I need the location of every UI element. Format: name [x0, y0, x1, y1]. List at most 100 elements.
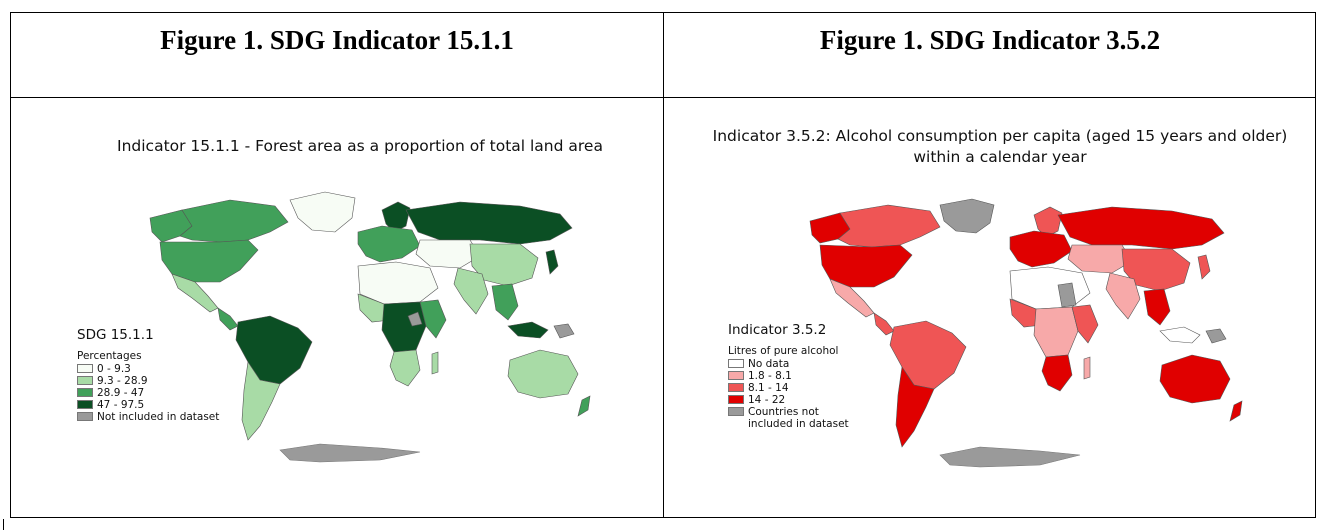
left-legend-item: 47 - 97.5 [77, 399, 219, 411]
left-map-title: Indicator 15.1.1 - Forest area as a prop… [117, 137, 603, 155]
right-legend-subtitle: Litres of pure alcohol [728, 345, 839, 357]
central-africa [381, 301, 427, 353]
south-america-south [241, 361, 281, 441]
right-legend-item: 1.8 - 8.1 [728, 370, 849, 382]
scandinavia [381, 201, 411, 233]
legend-label: 0 - 9.3 [97, 363, 131, 375]
legend-swatch [728, 359, 744, 368]
left-legend-item: 0 - 9.3 [77, 363, 219, 375]
west-africa [357, 293, 391, 323]
mexico [829, 278, 875, 318]
north-africa [1009, 266, 1091, 310]
legend-label: Not included in dataset [97, 411, 220, 423]
left-legend-title: SDG 15.1.1 [77, 327, 154, 343]
figure-table: Figure 1. SDG Indicator 15.1.1 Figure 1.… [10, 12, 1316, 518]
right-map-title-line1: Indicator 3.5.2: Alcohol consumption per… [712, 127, 1288, 145]
southeast-asia [1143, 288, 1171, 326]
column-divider [663, 13, 664, 517]
russia [1057, 206, 1225, 250]
right-legend: Indicator 3.5.2 Litres of pure alcohol N… [728, 322, 849, 430]
legend-swatch [77, 364, 93, 373]
right-legend-title: Indicator 3.5.2 [728, 322, 827, 338]
right-map-title: Indicator 3.5.2: Alcohol consumption per… [700, 126, 1300, 168]
left-legend-item: 9.3 - 28.9 [77, 375, 219, 387]
europe [357, 225, 421, 263]
south-america-north [889, 320, 967, 390]
left-legend-item: Not included in dataset [77, 411, 219, 423]
new-zealand [1229, 400, 1243, 422]
gray-patch-africa [1057, 282, 1077, 308]
central-africa [1033, 306, 1079, 358]
left-legend-subtitle: Percentages [77, 350, 142, 362]
china [469, 243, 539, 287]
legend-swatch [77, 388, 93, 397]
southern-africa [389, 349, 421, 387]
legend-swatch [728, 383, 744, 392]
west-africa [1009, 298, 1043, 328]
left-legend: SDG 15.1.1 Percentages 0 - 9.3 9.3 - 28.… [77, 327, 219, 423]
right-map-title-line2: within a calendar year [913, 148, 1087, 166]
legend-label: 14 - 22 [748, 394, 786, 406]
legend-swatch [728, 407, 744, 416]
central-asia [1067, 244, 1133, 274]
indonesia [1159, 326, 1201, 344]
right-world-map [809, 198, 1243, 468]
legend-label: 1.8 - 8.1 [748, 370, 792, 382]
east-africa [1071, 304, 1099, 344]
right-legend-item: Countries not included in dataset [728, 406, 849, 430]
legend-swatch [77, 412, 93, 421]
antarctica [279, 443, 421, 463]
legend-label: No data [748, 358, 790, 370]
mexico [171, 273, 219, 313]
right-legend-item: 8.1 - 14 [728, 382, 849, 394]
right-legend-item: No data [728, 358, 849, 370]
new-zealand [577, 395, 591, 417]
southeast-asia [491, 283, 519, 321]
china [1121, 248, 1191, 292]
central-asia [415, 239, 481, 269]
legend-label: 47 - 97.5 [97, 399, 145, 411]
papua [553, 323, 575, 339]
scandinavia [1033, 206, 1063, 238]
right-figure-header: Figure 1. SDG Indicator 3.5.2 [819, 25, 1161, 55]
legend-swatch [77, 376, 93, 385]
row-divider [11, 97, 1315, 98]
india [1105, 272, 1141, 320]
europe [1009, 230, 1073, 268]
usa [819, 244, 913, 288]
left-world-map [149, 191, 591, 463]
southern-africa [1041, 354, 1073, 392]
legend-label: 8.1 - 14 [748, 382, 789, 394]
greenland [939, 198, 995, 234]
text-cursor [3, 519, 4, 530]
legend-label: Countries not included in dataset [748, 406, 849, 430]
madagascar [431, 351, 439, 375]
legend-swatch [728, 371, 744, 380]
madagascar [1083, 356, 1091, 380]
australia [507, 349, 579, 399]
central-america [873, 312, 895, 336]
south-america-south [895, 366, 935, 448]
japan [1197, 254, 1211, 280]
india [453, 267, 489, 315]
left-figure-header: Figure 1. SDG Indicator 15.1.1 [160, 25, 514, 55]
antarctica [939, 446, 1081, 468]
central-america [217, 307, 239, 331]
gray-patch-africa [407, 311, 423, 327]
north-africa [357, 261, 439, 305]
papua [1205, 328, 1227, 344]
usa [159, 239, 259, 283]
left-legend-item: 28.9 - 47 [77, 387, 219, 399]
legend-label: 28.9 - 47 [97, 387, 145, 399]
indonesia [507, 321, 549, 339]
australia [1159, 354, 1231, 404]
south-america-north [235, 315, 313, 385]
russia [405, 201, 573, 245]
east-africa [419, 299, 447, 339]
canada [837, 204, 941, 248]
right-legend-item: 14 - 22 [728, 394, 849, 406]
greenland [289, 191, 356, 233]
canada [179, 199, 289, 243]
japan [545, 249, 559, 275]
legend-label: 9.3 - 28.9 [97, 375, 148, 387]
